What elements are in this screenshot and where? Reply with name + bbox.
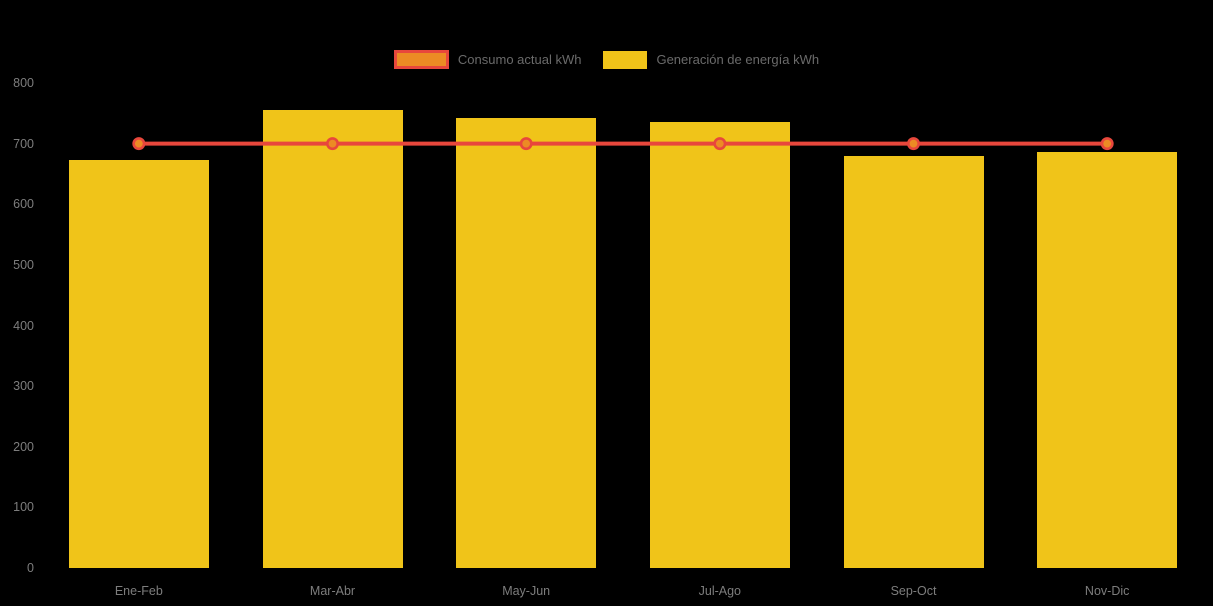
y-tick-label: 100 (13, 500, 34, 515)
bar-Sep-Oct[interactable] (843, 155, 984, 568)
y-tick-label: 600 (13, 197, 34, 212)
x-tick-label: Ene-Feb (114, 584, 163, 598)
y-tick-label: 0 (27, 561, 34, 575)
x-tick-label: Mar-Abr (309, 584, 356, 598)
x-tick-label: Nov-Dic (1084, 584, 1130, 598)
consumo-point-Jul-Ago[interactable] (713, 137, 727, 151)
x-tick-label: Jul-Ago (698, 584, 742, 598)
x-tick-label: Sep-Oct (890, 584, 937, 598)
consumo-point-Sep-Oct[interactable] (906, 137, 920, 151)
generacion-legend-label: Generación de energía kWh (656, 51, 820, 67)
chart-legend: Consumo actual kWh Generación de energía… (0, 50, 1213, 69)
bar-Mar-Abr[interactable] (262, 110, 403, 568)
generacion-legend-swatch (603, 50, 648, 69)
y-tick-label: 200 (13, 439, 34, 454)
y-tick-label: 300 (13, 379, 34, 394)
consumo-point-Nov-Dic[interactable] (1100, 137, 1114, 151)
y-tick-label: 400 (13, 318, 34, 333)
bar-Nov-Dic[interactable] (1037, 152, 1178, 568)
legend-item-generacion[interactable]: Generación de energía kWh (603, 50, 820, 69)
consumo-legend-label: Consumo actual kWh (457, 51, 582, 67)
y-tick-label: 500 (13, 257, 34, 272)
consumo-point-May-Jun[interactable] (519, 137, 533, 151)
bar-May-Jun[interactable] (456, 117, 597, 568)
bar-Jul-Ago[interactable] (649, 122, 790, 568)
bar-Ene-Feb[interactable] (68, 159, 209, 568)
consumo-point-Mar-Abr[interactable] (325, 137, 339, 151)
y-tick-label: 700 (13, 136, 34, 151)
consumo-point-Ene-Feb[interactable] (132, 137, 146, 151)
y-tick-label: 800 (13, 76, 34, 90)
legend-item-consumo[interactable]: Consumo actual kWh (393, 50, 582, 69)
consumo-legend-swatch (393, 50, 449, 69)
x-tick-label: May-Jun (502, 584, 551, 598)
